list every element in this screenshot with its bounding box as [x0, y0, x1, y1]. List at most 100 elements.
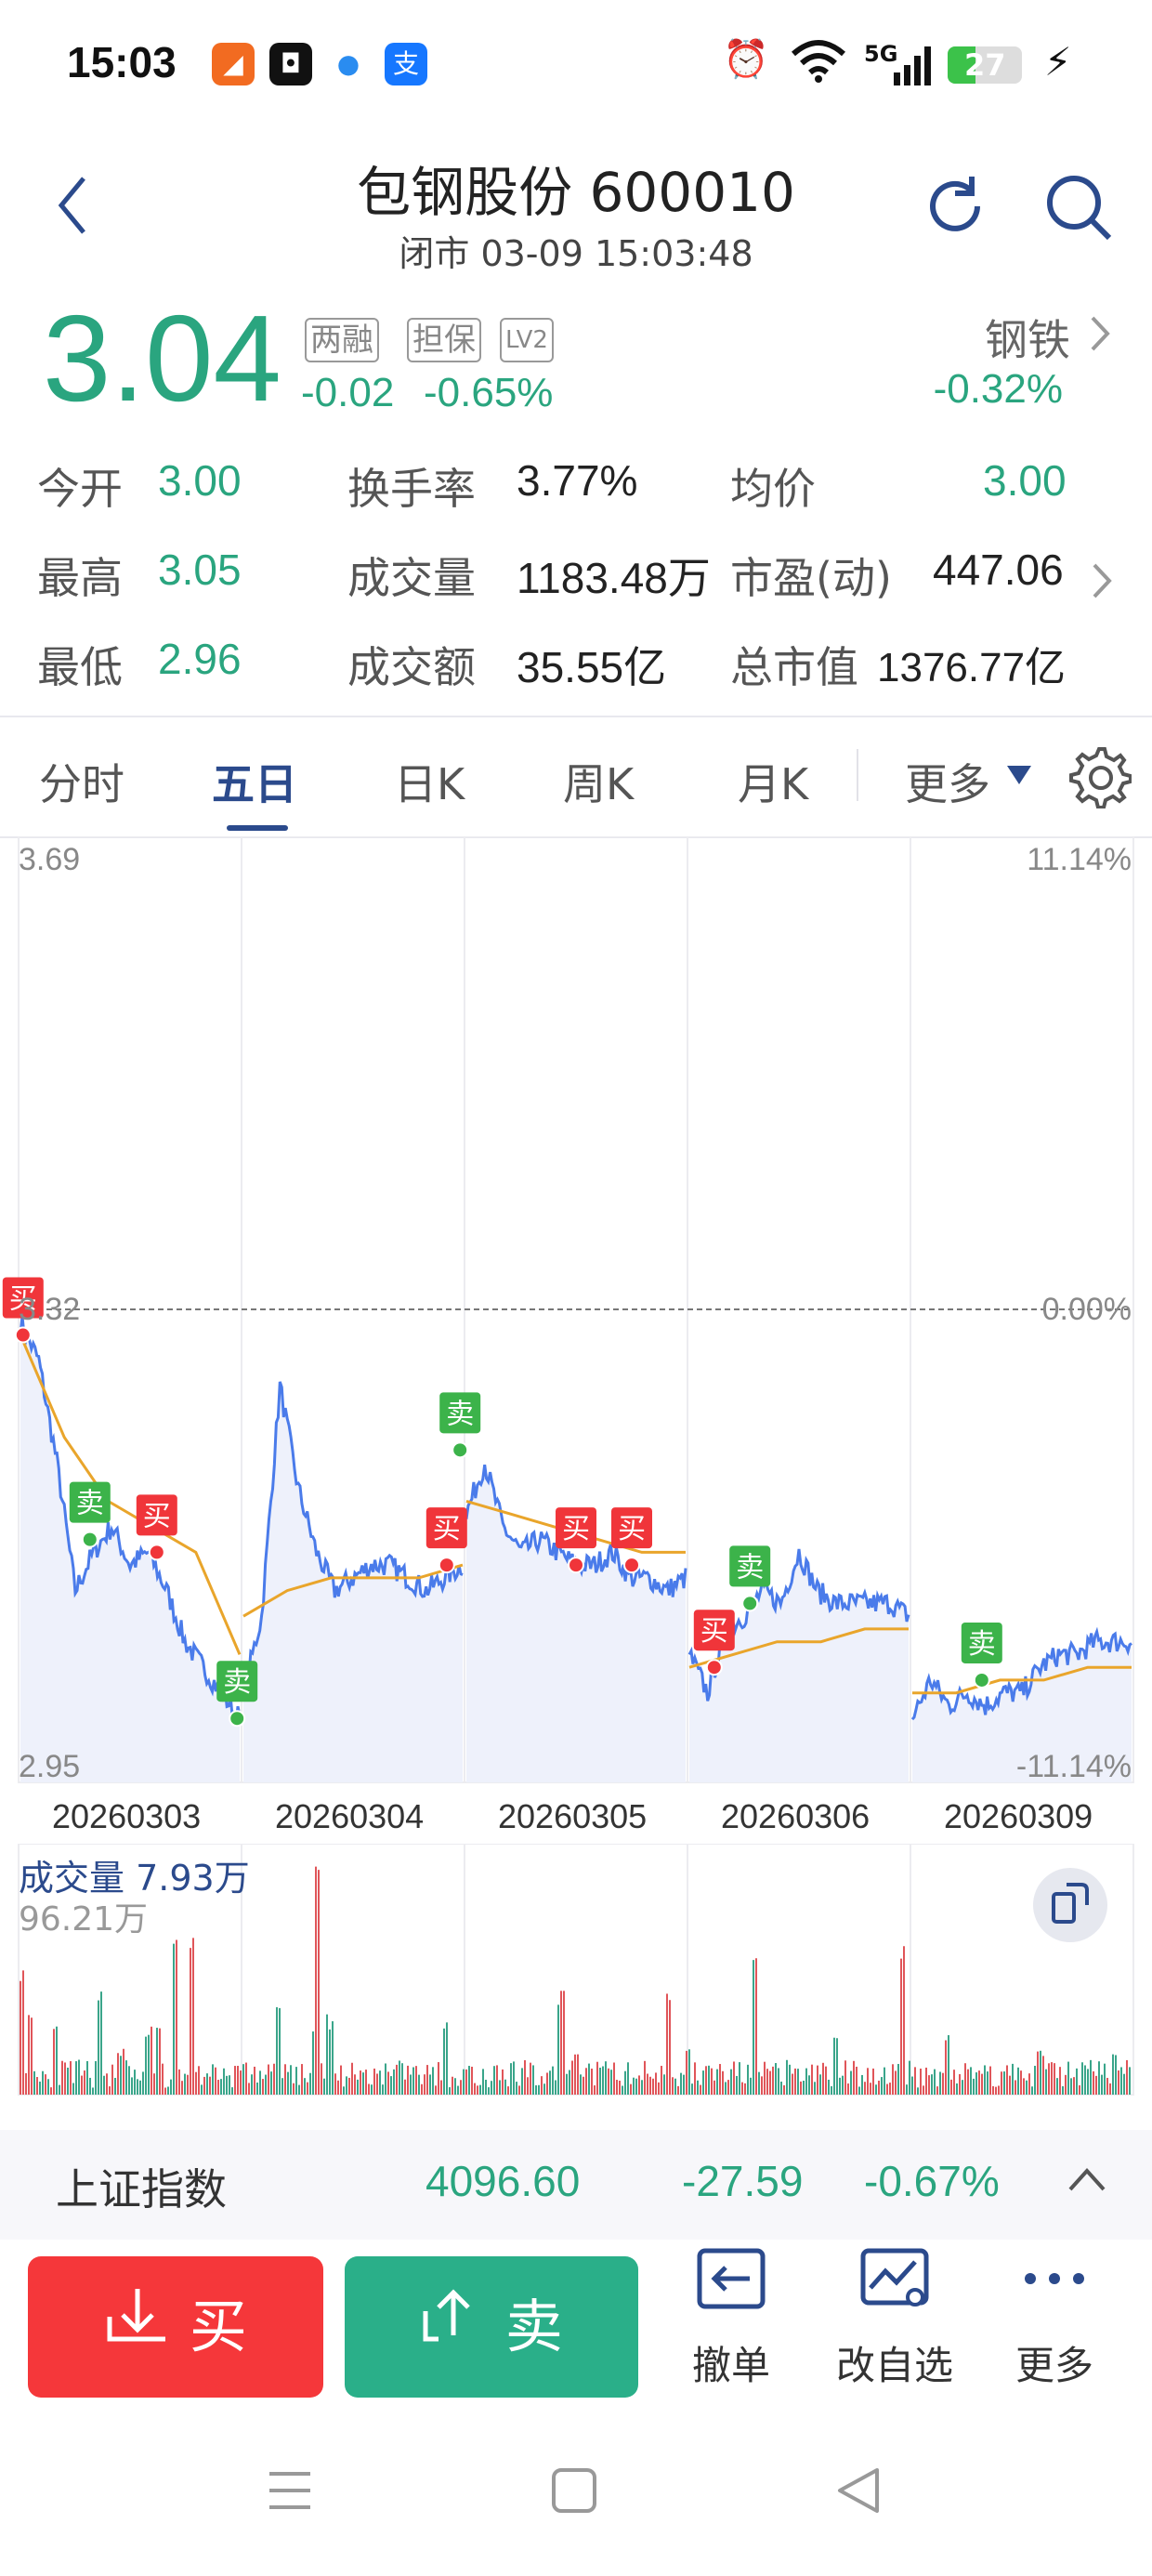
signal-icon	[892, 45, 935, 89]
more-label: 更多	[1015, 2343, 1093, 2388]
buy-signal-badge[interactable]	[693, 1610, 735, 1651]
date-label: 20260303	[52, 1797, 202, 1835]
sell-signal-badge[interactable]	[216, 1661, 258, 1702]
date-label: 20260305	[498, 1797, 648, 1835]
volume-chart[interactable]	[0, 1844, 1152, 2104]
signal-label: 卖	[736, 1551, 764, 1584]
current-price: 3.04	[43, 290, 281, 427]
back-nav-icon[interactable]	[832, 2463, 884, 2531]
buy-signal-badge[interactable]	[556, 1507, 596, 1549]
signal-label: 买	[700, 1615, 728, 1648]
tab-five-day[interactable]: 五日	[212, 759, 297, 809]
refresh-icon[interactable]	[920, 171, 990, 245]
menu-nav-icon[interactable]	[264, 2463, 316, 2531]
collateral-tag: 担保	[407, 318, 481, 362]
index-bar[interactable]	[0, 2130, 1152, 2240]
sector-name[interactable]: 钢铁	[985, 315, 1070, 365]
turnover-value: 3.77%	[517, 456, 638, 505]
volume-chart-label: 成交量 7.93万	[19, 1858, 250, 1899]
expand-quote-icon[interactable]	[1089, 558, 1117, 608]
app-icon-1: ◢	[212, 43, 255, 85]
buy-signal-dot	[14, 1326, 32, 1344]
wifi-icon	[790, 37, 847, 93]
price-change: -0.02	[301, 370, 395, 415]
signal-label: 买	[143, 1500, 171, 1532]
app-icon-alipay: 支	[385, 43, 427, 85]
low-value: 2.96	[158, 635, 242, 683]
buy-signal-badge[interactable]	[136, 1494, 177, 1536]
sell-signal-dot	[229, 1710, 246, 1728]
cancel-order-button[interactable]: 撤单	[661, 2241, 801, 2391]
sell-signal-badge[interactable]	[729, 1545, 771, 1587]
market-cap-value: 1376.77亿	[877, 645, 1067, 690]
settings-gear-icon[interactable]	[1067, 743, 1132, 812]
buy-signal-dot	[438, 1557, 455, 1574]
buy-signal-badge[interactable]	[611, 1507, 652, 1549]
y-axis-mid-label: 3.32	[19, 1292, 81, 1327]
pct-axis-bottom-label: -11.14%	[1015, 1749, 1132, 1784]
avg-price-label: 均价	[730, 464, 816, 514]
sell-signal-dot	[81, 1531, 98, 1548]
average-price-line	[242, 1563, 464, 1618]
price-area-fill	[689, 1548, 909, 1782]
signal-label: 买	[433, 1513, 461, 1545]
search-icon[interactable]	[1042, 171, 1115, 247]
margin-tag: 两融	[305, 318, 379, 362]
rotate-screen-button[interactable]	[1033, 1868, 1107, 1942]
status-time: 15:03	[67, 38, 177, 86]
sell-signal-badge[interactable]	[439, 1392, 481, 1434]
tab-weekly-k[interactable]: 周K	[563, 759, 635, 809]
tab-monthly-k[interactable]: 月K	[738, 759, 809, 809]
buy-label: 买	[189, 2293, 247, 2360]
back-icon[interactable]	[54, 173, 91, 242]
charging-icon: ⚡	[1044, 39, 1072, 85]
market-status: 闭市 03-09 15:03:48	[399, 233, 753, 274]
more-button[interactable]: 更多	[985, 2241, 1124, 2391]
price-line	[242, 1381, 464, 1697]
buy-signal-badge[interactable]	[425, 1507, 467, 1549]
open-value: 3.00	[158, 456, 242, 505]
market-cap-label: 总市值	[730, 642, 858, 692]
sell-label: 卖	[504, 2293, 563, 2360]
dropdown-arrow-icon[interactable]	[1005, 764, 1033, 790]
signal-label: 买	[9, 1283, 37, 1316]
chevron-up-icon[interactable]	[1067, 2165, 1107, 2197]
price-area-fill	[466, 1465, 686, 1782]
signal-label: 买	[618, 1513, 646, 1545]
cancel-order-label: 撤单	[691, 2343, 770, 2388]
volume-max-label: 96.21万	[19, 1900, 149, 1939]
y-axis-bottom-label: 2.95	[19, 1749, 81, 1784]
average-price-line	[688, 1627, 909, 1669]
five-day-price-chart[interactable]: 买卖 买卖卖买买买买卖卖	[0, 836, 1152, 1794]
active-tab-indicator	[227, 825, 288, 831]
home-nav-icon[interactable]	[548, 2463, 600, 2531]
pct-axis-top-label: 11.14%	[1027, 842, 1132, 877]
buy-signal-dot	[705, 1659, 723, 1676]
level2-tag: LV2	[500, 318, 554, 362]
divider	[0, 716, 1152, 717]
signal-label: 卖	[446, 1398, 474, 1430]
amount-value: 35.55亿	[517, 643, 667, 691]
sell-button[interactable]: 卖	[345, 2256, 638, 2398]
buy-signal-badge[interactable]	[2, 1277, 44, 1319]
low-label: 最低	[37, 642, 123, 692]
edit-watchlist-button[interactable]: 改自选	[825, 2241, 964, 2391]
buy-arrow-icon	[104, 2260, 171, 2401]
buy-signal-dot	[623, 1557, 640, 1574]
index-value: 4096.60	[425, 2157, 581, 2205]
tab-daily-k[interactable]: 日K	[394, 759, 465, 809]
battery-level: 27	[964, 47, 1006, 83]
chevron-right-icon[interactable]	[1087, 310, 1115, 361]
sell-signal-badge[interactable]	[69, 1481, 111, 1523]
tab-intraday[interactable]: 分时	[39, 759, 124, 809]
buy-button[interactable]: 买	[28, 2256, 323, 2398]
app-icon-2: ◘	[269, 43, 312, 85]
tab-more[interactable]: 更多	[905, 759, 990, 809]
edit-watchlist-icon	[825, 2241, 964, 2334]
y-axis-top-label: 3.69	[19, 842, 81, 877]
alarm-icon: ⏰	[723, 38, 769, 81]
price-line	[19, 1316, 242, 1726]
buy-signal-dot	[568, 1557, 584, 1574]
sell-signal-badge[interactable]	[961, 1622, 1002, 1663]
signal-label: 卖	[76, 1488, 104, 1520]
